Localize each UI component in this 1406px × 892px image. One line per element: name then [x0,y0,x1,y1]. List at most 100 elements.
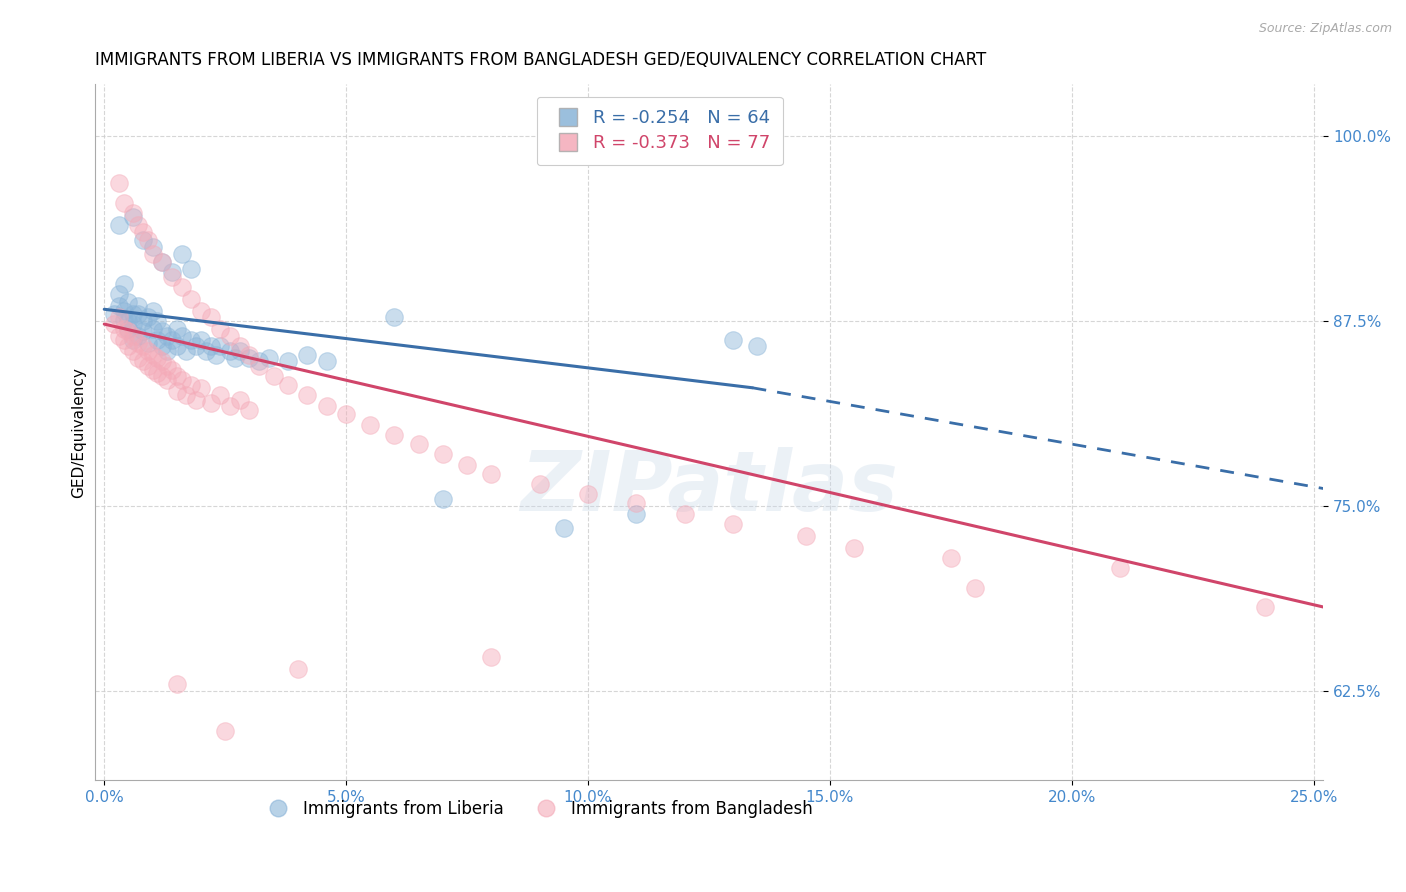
Point [107,299,129,313]
Point [287,662,309,676]
Point [132,325,155,339]
Point [142,363,165,377]
Point [112,195,135,210]
Point [315,354,337,368]
Point [146,366,169,380]
Point [150,255,173,269]
Y-axis label: GED/Equivalency: GED/Equivalency [72,367,86,498]
Point [263,368,285,383]
Point [219,329,242,343]
Point [150,255,173,269]
Point [107,287,129,301]
Point [136,343,159,358]
Point [107,329,129,343]
Point [186,392,208,407]
Point [432,491,454,506]
Point [160,269,183,284]
Point [136,233,159,247]
Point [103,307,125,321]
Point [408,437,430,451]
Point [209,388,232,402]
Point [576,487,599,501]
Point [127,218,149,232]
Point [1109,561,1132,575]
Point [529,477,551,491]
Point [228,339,250,353]
Point [142,240,165,254]
Point [112,277,135,291]
Point [190,381,212,395]
Point [122,329,145,343]
Text: IMMIGRANTS FROM LIBERIA VS IMMIGRANTS FROM BANGLADESH GED/EQUIVALENCY CORRELATIO: IMMIGRANTS FROM LIBERIA VS IMMIGRANTS FR… [94,51,986,69]
Point [247,359,270,373]
Point [156,329,179,343]
Point [176,388,198,402]
Point [842,541,865,555]
Point [117,321,139,335]
Point [747,339,769,353]
Point [721,334,744,348]
Point [190,334,212,348]
Point [170,280,193,294]
Point [117,294,139,309]
Point [626,496,648,510]
Point [939,551,962,566]
Point [122,334,145,348]
Point [277,377,299,392]
Point [224,351,246,366]
Point [132,225,155,239]
Point [794,529,817,543]
Point [127,307,149,321]
Point [127,336,149,351]
Point [132,339,155,353]
Point [132,354,155,368]
Point [127,351,149,366]
Point [384,428,406,442]
Point [238,403,260,417]
Point [150,325,173,339]
Point [107,177,129,191]
Point [721,516,744,531]
Point [166,339,188,353]
Point [180,262,202,277]
Point [117,314,139,328]
Point [297,348,319,362]
Point [122,206,145,220]
Point [107,218,129,232]
Point [107,310,129,324]
Point [238,351,260,366]
Point [190,303,212,318]
Point [132,233,155,247]
Point [170,247,193,261]
Point [247,354,270,368]
Legend: Immigrants from Liberia, Immigrants from Bangladesh: Immigrants from Liberia, Immigrants from… [254,793,818,824]
Point [150,354,173,368]
Point [142,247,165,261]
Point [297,388,319,402]
Point [384,310,406,324]
Point [122,307,145,321]
Text: Source: ZipAtlas.com: Source: ZipAtlas.com [1258,22,1392,36]
Point [160,363,183,377]
Point [112,334,135,348]
Point [456,458,478,472]
Point [112,321,135,335]
Point [257,351,280,366]
Point [200,395,222,409]
Point [136,359,159,373]
Point [122,343,145,358]
Point [156,373,179,387]
Point [219,343,242,358]
Point [117,325,139,339]
Point [200,339,222,353]
Point [315,399,337,413]
Point [170,373,193,387]
Point [673,507,696,521]
Text: ZIPatlas: ZIPatlas [520,448,898,528]
Point [127,299,149,313]
Point [160,334,183,348]
Point [277,354,299,368]
Point [142,303,165,318]
Point [176,343,198,358]
Point [228,392,250,407]
